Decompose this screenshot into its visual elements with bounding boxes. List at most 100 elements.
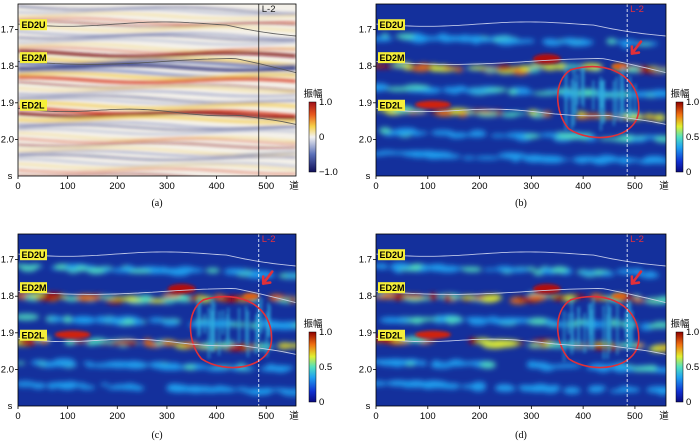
panel-c-image <box>18 234 296 406</box>
horizon-lines <box>375 251 667 355</box>
arrow-icon <box>630 40 643 55</box>
x-tick-label: 100 <box>60 181 76 192</box>
x-tick-label: 200 <box>109 411 125 422</box>
y-unit-label: s <box>366 171 371 182</box>
y-tick-label: 1.8 <box>359 291 372 302</box>
horizon-label-ed2u: ED2U <box>22 20 46 30</box>
colorbar-tick-label: 1.0 <box>319 97 332 108</box>
horizon-label-ed2l: ED2L <box>380 331 404 341</box>
panel-caption: (d) <box>515 430 527 441</box>
horizon-label-bg <box>20 329 47 341</box>
y-tick-label: 2.0 <box>1 364 14 375</box>
y-tick-label: 1.7 <box>1 25 14 36</box>
panel-frame <box>17 3 297 177</box>
x-tick-label: 300 <box>159 411 175 422</box>
strong-anomalies <box>414 283 634 362</box>
colorbar-tick-label: 1.0 <box>319 327 332 338</box>
x-tick-label: 400 <box>209 181 225 192</box>
x-unit-label: 道 <box>659 180 669 192</box>
colorbar-tick-label: 0 <box>686 167 691 178</box>
horizon-lines <box>17 21 297 125</box>
horizon-label-ed2m: ED2M <box>380 283 405 293</box>
y-tick-label: 1.8 <box>1 61 14 72</box>
x-tick-label: 100 <box>420 411 436 422</box>
panel-frame <box>375 3 667 177</box>
y-unit-label: s <box>8 171 13 182</box>
y-tick-label: 1.9 <box>359 328 372 339</box>
colorbar-tick-label: 0.5 <box>319 362 332 373</box>
y-tick-label: 2.0 <box>359 134 372 145</box>
x-tick-label: 200 <box>472 411 488 422</box>
x-unit-label: 道 <box>289 410 299 422</box>
x-unit-label: 道 <box>289 180 299 192</box>
horizon-label-bg <box>378 249 405 261</box>
horizon-label-ed2m: ED2M <box>380 53 405 63</box>
horizon-lines <box>375 21 667 125</box>
x-tick-label: 400 <box>575 181 591 192</box>
horizon-label-bg <box>20 99 47 111</box>
seismic-reflectors <box>18 5 296 176</box>
y-tick-label: 2.0 <box>359 364 372 375</box>
colorbar-title: 振幅 <box>303 88 323 100</box>
horizon-label-ed2l: ED2L <box>22 331 46 341</box>
colorbar <box>675 101 684 173</box>
horizon-label-bg <box>378 282 405 294</box>
x-tick-label: 400 <box>209 411 225 422</box>
colorbar-tick-label: 1.0 <box>686 97 699 108</box>
colorbar <box>308 101 317 173</box>
colorbar-title: 振幅 <box>670 88 690 100</box>
horizon-lines <box>17 251 297 355</box>
y-unit-label: s <box>8 401 13 412</box>
x-tick-label: 500 <box>258 181 274 192</box>
strong-anomalies <box>54 283 271 359</box>
x-tick-label: 300 <box>159 181 175 192</box>
y-tick-label: 1.7 <box>359 25 372 36</box>
horizon-label-bg <box>20 249 47 261</box>
panel-caption: (b) <box>515 198 527 209</box>
panel-a-image <box>18 4 296 176</box>
horizon-label-bg <box>20 52 47 64</box>
colorbar <box>675 331 684 403</box>
well-label: L-2 <box>630 4 644 15</box>
horizon-label-bg <box>378 19 405 31</box>
x-tick-label: 400 <box>575 411 591 422</box>
horizon-label-bg <box>378 99 405 111</box>
colorbar-tick-label: 1.0 <box>686 327 699 338</box>
colorbar-tick-label: 0.5 <box>686 362 699 373</box>
y-tick-label: 1.9 <box>359 98 372 109</box>
colorbar-tick-label: 0 <box>319 397 324 408</box>
anomaly-circle <box>557 295 640 369</box>
panel-frame <box>375 233 667 407</box>
colorbar <box>308 331 317 403</box>
y-tick-label: 1.9 <box>1 98 14 109</box>
amplitude-blobs <box>376 32 666 165</box>
horizon-label-ed2m: ED2M <box>22 53 47 63</box>
y-tick-label: 1.8 <box>1 291 14 302</box>
y-tick-label: 1.7 <box>1 255 14 266</box>
horizon-label-ed2u: ED2U <box>380 20 404 30</box>
x-tick-label: 300 <box>523 411 539 422</box>
x-unit-label: 道 <box>659 410 669 422</box>
y-tick-label: 1.7 <box>359 255 372 266</box>
x-tick-label: 0 <box>373 181 378 192</box>
well-label: L-2 <box>262 234 276 245</box>
well-label: L-2 <box>262 4 276 15</box>
colorbar-tick-label: 0.5 <box>686 132 699 143</box>
arrow-icon <box>630 270 643 285</box>
x-tick-label: 0 <box>373 411 378 422</box>
x-tick-label: 300 <box>523 181 539 192</box>
panel-b-image <box>376 4 666 176</box>
colorbar-tick-label: −1.0 <box>319 167 338 178</box>
y-tick-label: 1.9 <box>1 328 14 339</box>
x-tick-label: 200 <box>472 181 488 192</box>
horizon-label-ed2l: ED2L <box>380 101 404 111</box>
horizon-label-bg <box>378 52 405 64</box>
anomaly-circle <box>189 295 273 369</box>
anomaly-circle <box>557 65 640 139</box>
horizon-label-ed2l: ED2L <box>22 101 46 111</box>
x-tick-label: 500 <box>627 411 643 422</box>
amplitude-blobs <box>376 262 666 396</box>
